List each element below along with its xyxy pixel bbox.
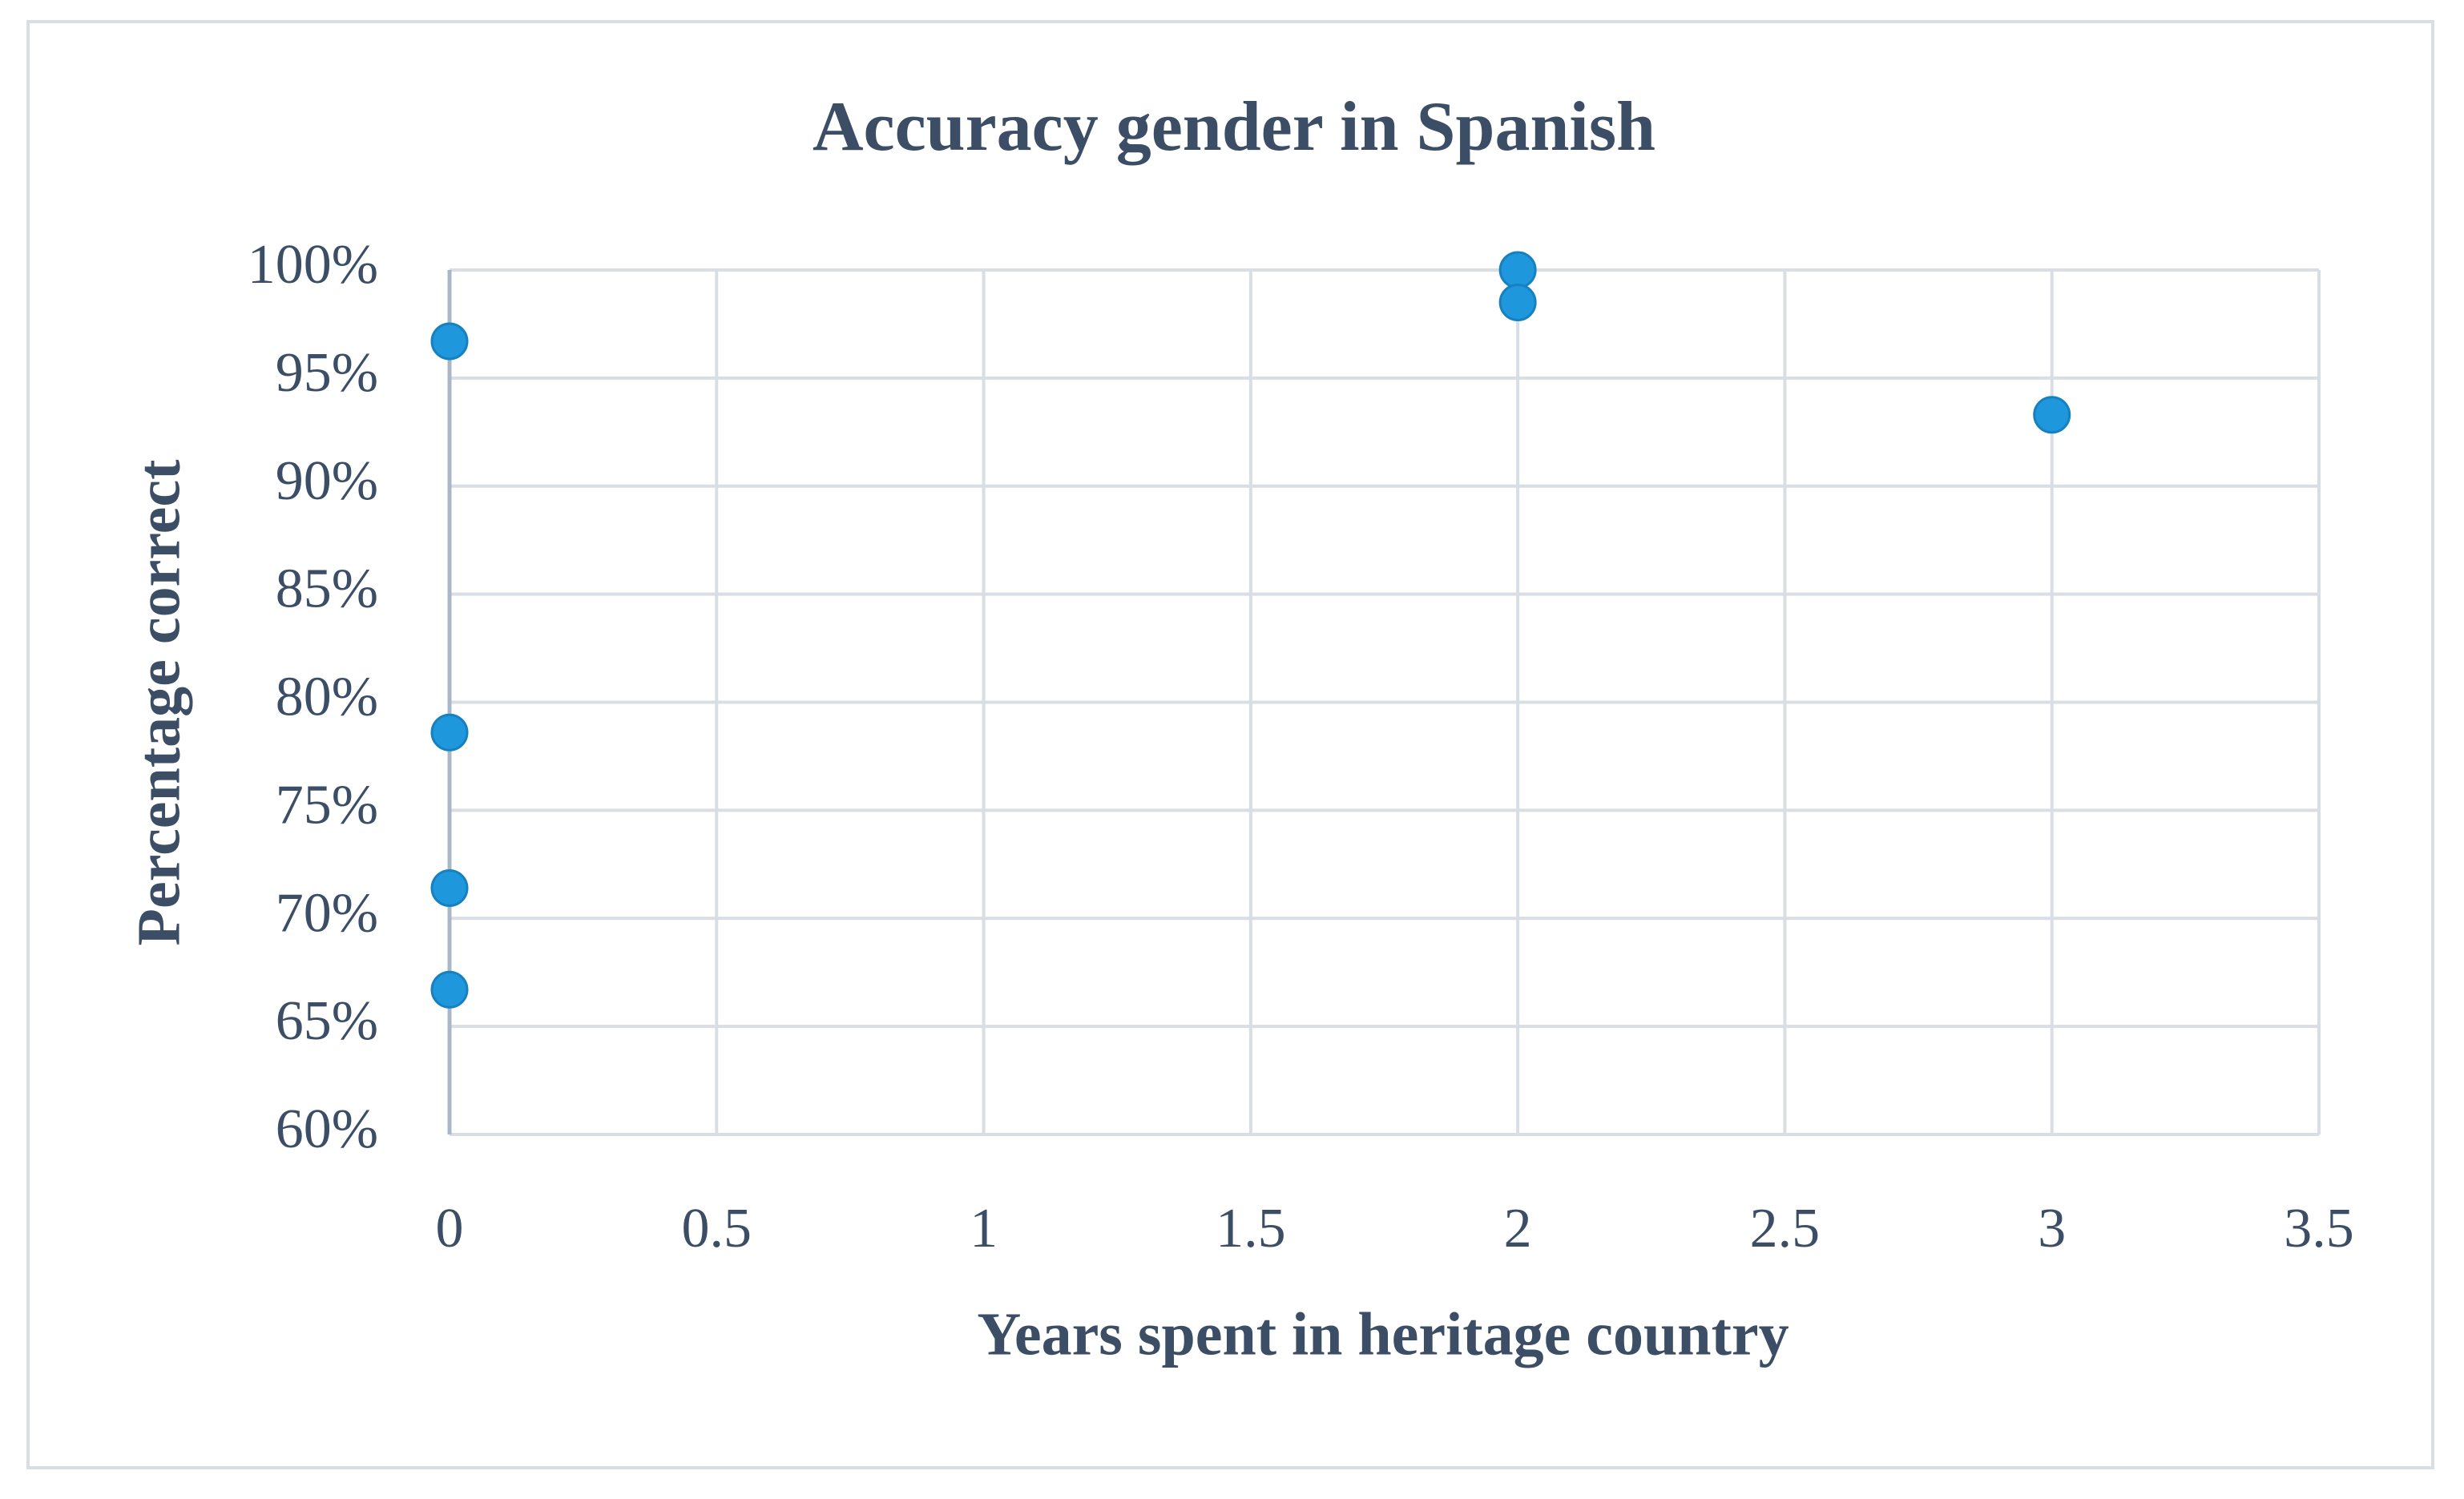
point <box>1498 251 1537 289</box>
y-axis-label: Percentage correct <box>125 460 192 946</box>
x-tick-label: 0 <box>436 1198 464 1259</box>
chart-title: Accuracy gender in Spanish <box>813 88 1655 166</box>
x-tick-label: 1.5 <box>1216 1198 1286 1259</box>
x-axis-label: Years spent in heritage country <box>977 1300 1789 1368</box>
y-tick-label: 60% <box>276 1098 378 1160</box>
x-tick-label: 3.5 <box>2284 1198 2354 1259</box>
x-tick-label: 2 <box>1504 1198 1532 1259</box>
point <box>430 868 469 907</box>
y-tick-label: 85% <box>276 558 378 620</box>
y-tick-label: 95% <box>276 342 378 404</box>
y-tick-label: 100% <box>248 234 378 296</box>
y-tick-label: 65% <box>276 990 378 1052</box>
y-tick-label: 75% <box>276 774 378 836</box>
point <box>1498 283 1537 321</box>
point <box>2033 396 2071 434</box>
x-tick-label: 0.5 <box>682 1198 752 1259</box>
point <box>430 322 469 361</box>
point <box>430 970 469 1009</box>
point <box>430 713 469 752</box>
chart-border <box>26 20 2434 1469</box>
y-tick-label: 80% <box>276 667 378 728</box>
x-tick-label: 3 <box>2038 1198 2066 1259</box>
x-tick-label: 1 <box>970 1198 998 1259</box>
x-tick-label: 2.5 <box>1750 1198 1821 1259</box>
y-tick-label: 90% <box>276 450 378 512</box>
y-tick-label: 70% <box>276 882 378 944</box>
